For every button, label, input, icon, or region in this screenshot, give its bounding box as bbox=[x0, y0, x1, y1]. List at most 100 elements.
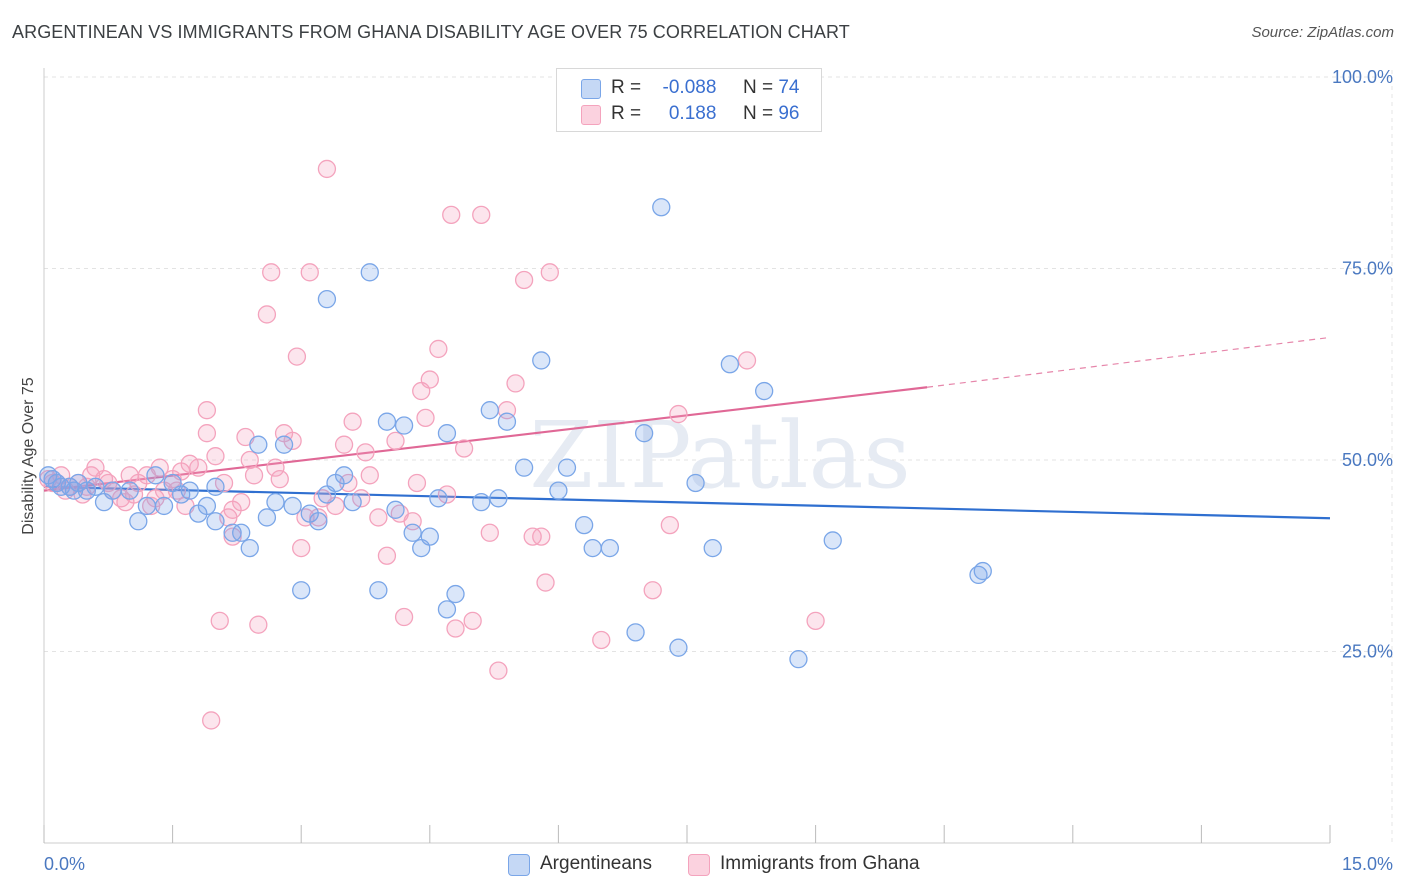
data-point bbox=[77, 481, 97, 500]
data-point bbox=[292, 538, 311, 558]
data-points bbox=[39, 159, 992, 730]
data-point bbox=[973, 561, 992, 581]
data-point bbox=[257, 305, 277, 324]
legend-r-value: 0.188 bbox=[668, 103, 717, 124]
watermark: ZIPatlas bbox=[529, 402, 910, 509]
data-point bbox=[172, 485, 191, 504]
correlation-legend: R = -0.088 N = 74 R = 0.188 N = 96 bbox=[556, 68, 822, 132]
data-point bbox=[386, 431, 405, 451]
data-point bbox=[103, 481, 122, 500]
x-tick-label: 0.0% bbox=[44, 854, 85, 874]
data-point bbox=[446, 584, 465, 604]
data-point bbox=[755, 381, 774, 401]
data-point bbox=[669, 404, 688, 424]
data-point bbox=[137, 496, 157, 516]
data-point bbox=[197, 496, 217, 516]
data-point bbox=[360, 263, 379, 282]
data-point bbox=[634, 424, 654, 443]
data-point bbox=[557, 458, 577, 477]
data-point bbox=[377, 546, 397, 565]
trend-line-dashed-1 bbox=[926, 336, 1331, 388]
data-point bbox=[429, 489, 448, 508]
series-legend: Argentineans Immigrants from Ghana bbox=[0, 852, 1406, 878]
data-point bbox=[532, 351, 551, 370]
data-point bbox=[317, 289, 337, 309]
trend-line-0 bbox=[43, 485, 1331, 520]
data-point bbox=[442, 205, 461, 225]
data-point bbox=[669, 638, 688, 657]
data-point bbox=[266, 458, 285, 477]
legend-n-value: 96 bbox=[778, 103, 800, 124]
x-tick-label: 15.0% bbox=[1342, 854, 1393, 874]
y-axis-title: Disability Age Over 75 bbox=[20, 377, 37, 535]
data-point bbox=[266, 492, 285, 512]
data-point bbox=[720, 355, 740, 374]
data-point bbox=[240, 450, 259, 470]
data-point bbox=[386, 500, 405, 519]
y-tick-label: 75.0% bbox=[1342, 259, 1393, 279]
data-point bbox=[480, 523, 499, 542]
data-point bbox=[292, 581, 311, 600]
data-point bbox=[180, 481, 199, 500]
data-point bbox=[592, 630, 611, 650]
data-point bbox=[703, 538, 722, 558]
data-point bbox=[300, 263, 319, 282]
data-point bbox=[249, 435, 268, 454]
data-point bbox=[497, 412, 517, 431]
data-point bbox=[416, 408, 435, 428]
data-point bbox=[549, 481, 568, 500]
data-point bbox=[146, 466, 165, 485]
tick-labels: 25.0% 50.0% 75.0% 100.0% 0.0% 15.0% bbox=[44, 67, 1393, 874]
data-point bbox=[352, 489, 371, 508]
y-tick-label: 100.0% bbox=[1332, 67, 1393, 87]
y-tick-label: 25.0% bbox=[1342, 642, 1393, 662]
data-point bbox=[189, 458, 208, 477]
data-point bbox=[343, 412, 362, 431]
legend-n-value: 74 bbox=[778, 77, 800, 98]
data-point bbox=[437, 424, 457, 443]
data-point bbox=[489, 489, 508, 508]
data-point bbox=[206, 447, 225, 466]
data-point bbox=[206, 512, 225, 531]
data-point bbox=[583, 538, 602, 558]
data-point bbox=[262, 263, 281, 282]
data-point bbox=[180, 454, 199, 473]
data-point bbox=[403, 523, 422, 542]
data-point bbox=[197, 424, 217, 443]
y-tick-label: 50.0% bbox=[1342, 450, 1393, 470]
data-point bbox=[309, 512, 328, 531]
data-point bbox=[257, 508, 277, 527]
axes bbox=[43, 68, 1331, 844]
data-point bbox=[686, 473, 705, 493]
data-point bbox=[446, 619, 465, 638]
data-point bbox=[317, 159, 337, 179]
data-point bbox=[514, 270, 534, 290]
data-point bbox=[287, 347, 307, 366]
data-point bbox=[514, 458, 534, 477]
data-point bbox=[437, 485, 457, 504]
data-point bbox=[232, 492, 251, 512]
data-point bbox=[244, 466, 264, 485]
data-point bbox=[506, 374, 525, 393]
series-label-argentineans: Argentineans bbox=[540, 853, 652, 874]
data-point bbox=[489, 661, 508, 680]
data-point bbox=[210, 611, 229, 631]
data-point bbox=[660, 515, 680, 535]
data-point bbox=[429, 339, 448, 359]
data-point bbox=[789, 650, 808, 669]
data-point bbox=[202, 711, 221, 730]
data-point bbox=[480, 401, 499, 420]
data-point bbox=[407, 473, 427, 493]
data-point bbox=[532, 527, 551, 546]
legend-n-label: N = bbox=[742, 77, 774, 98]
data-point bbox=[283, 431, 302, 451]
data-point bbox=[360, 466, 379, 485]
data-point bbox=[643, 581, 662, 600]
trend-lines bbox=[43, 336, 1331, 520]
data-point bbox=[283, 496, 302, 516]
data-point bbox=[806, 611, 825, 631]
data-point bbox=[454, 439, 474, 458]
data-point bbox=[334, 466, 354, 485]
data-point bbox=[536, 573, 555, 592]
